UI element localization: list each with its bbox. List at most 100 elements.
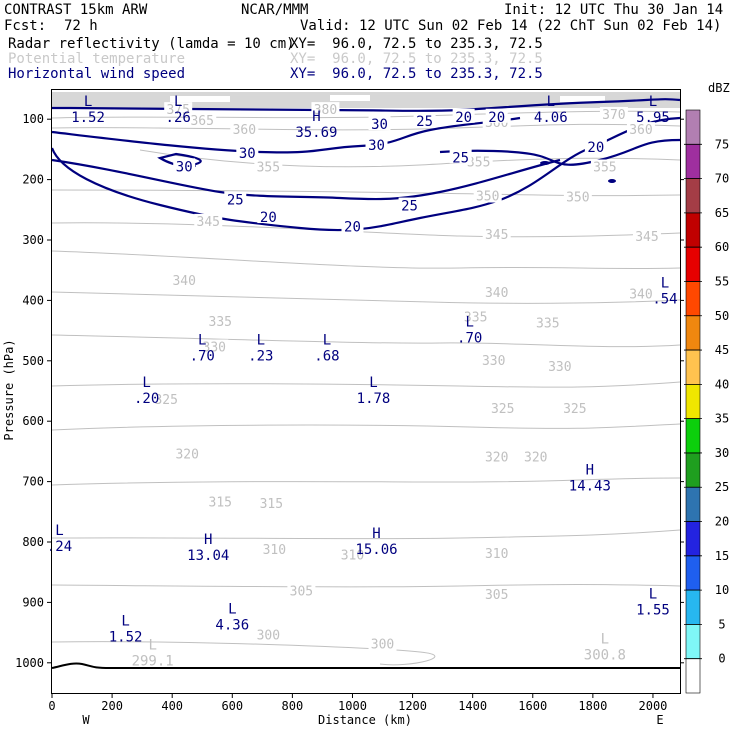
theta-contour-360 bbox=[51, 123, 681, 131]
theta-label-bg bbox=[257, 495, 286, 510]
colorbar-swatch bbox=[685, 143, 701, 179]
field-reflectivity-name: Radar reflectivity (lamda = 10 cm) bbox=[8, 36, 295, 52]
theta-label-bg bbox=[521, 449, 550, 464]
colorbar-swatch bbox=[685, 589, 701, 625]
theta-label-bg bbox=[482, 546, 511, 561]
extremum-marker: L1.78 bbox=[357, 375, 391, 407]
wind-contour-label: 25 bbox=[452, 150, 469, 166]
wind-contour-label: 30 bbox=[371, 117, 388, 133]
extremum-marker: L.68 bbox=[314, 333, 339, 365]
x-tick-label: 1600 bbox=[518, 699, 547, 713]
wind-label-bg bbox=[449, 149, 472, 164]
org-label: NCAR/MMM bbox=[241, 2, 309, 18]
extremum-kind: L bbox=[649, 94, 657, 110]
theta-contour-label: 310 bbox=[263, 543, 286, 558]
theta-label-bg bbox=[170, 273, 199, 288]
colorbar-level-label: 70 bbox=[715, 172, 729, 186]
theta-contour-label: 340 bbox=[485, 286, 508, 301]
extremum-kind: L bbox=[601, 632, 609, 648]
plot-frame bbox=[51, 89, 681, 694]
extremum-marker: L4.36 bbox=[215, 602, 249, 634]
extremum-marker: H14.43 bbox=[569, 463, 611, 495]
wind-contour-label: 30 bbox=[368, 138, 385, 154]
theta-label-bg bbox=[254, 159, 283, 174]
extremum-kind: L bbox=[649, 586, 657, 602]
extremum-value: 1.52 bbox=[109, 630, 143, 646]
extremum-kind: L bbox=[55, 523, 63, 539]
colorbar-swatch bbox=[685, 555, 701, 591]
extrema-markers: L1.52L.26 H35.69L4.06L5.95L.54L.70L.70L.2… bbox=[47, 94, 678, 670]
extremum-marker: L.70 bbox=[457, 315, 482, 347]
x-axis: 0 200 400 600 800 1000 1200 1400 1600 1800 2000 bbox=[48, 693, 667, 713]
wind-label-bg bbox=[452, 108, 475, 123]
extremum-value: 300.8 bbox=[584, 648, 626, 664]
theta-label-bg bbox=[461, 309, 490, 324]
theta-contour-label: 350 bbox=[476, 190, 499, 205]
theta-contour-365 bbox=[51, 110, 681, 119]
x-end-left-label: W bbox=[82, 713, 90, 727]
colorbar-level-label: 0 bbox=[718, 652, 725, 666]
extremum-kind: L bbox=[142, 375, 150, 391]
wind-contour-30 bbox=[51, 116, 521, 154]
wind-contour-20 bbox=[50, 147, 501, 232]
theta-contour-335 bbox=[51, 291, 681, 304]
x-tick-label: 1800 bbox=[578, 699, 607, 713]
theta-contour-label: 355 bbox=[593, 161, 616, 176]
extremum-marker: L.54 bbox=[652, 275, 677, 307]
x-axis-label: Distance (km) bbox=[318, 713, 412, 727]
theta-contour-label: 335 bbox=[536, 316, 559, 331]
x-tick-label: 1400 bbox=[458, 699, 487, 713]
valid-time: Valid: 12 UTC Sun 02 Feb 14 (22 ChT Sun … bbox=[300, 18, 722, 34]
colorbar-level-label: 25 bbox=[715, 480, 729, 494]
extremum-marker: L.24 bbox=[47, 523, 72, 555]
theta-contour-label: 315 bbox=[209, 496, 232, 511]
wind-label-bg bbox=[413, 113, 436, 128]
theta-contour-label: 300 bbox=[257, 629, 280, 644]
theta-label-bg bbox=[482, 449, 511, 464]
wind-contour-label: 20 bbox=[344, 220, 361, 236]
theta-label-bg bbox=[626, 122, 655, 137]
theta-label-bg bbox=[254, 627, 283, 642]
theta-label-bg bbox=[626, 286, 655, 301]
theta-contour-label: 300 bbox=[371, 638, 394, 653]
wind-label-bg bbox=[173, 158, 196, 173]
colorbar-level-label: 35 bbox=[715, 412, 729, 426]
theta-contour-label: 315 bbox=[260, 497, 283, 512]
y-tick-label: 100 bbox=[22, 112, 44, 126]
theta-contour-label: 330 bbox=[203, 341, 226, 356]
extremum-marker: L.70 bbox=[190, 333, 215, 365]
extremum-marker: L.20 bbox=[134, 375, 159, 407]
wind-contour-jet-upper bbox=[51, 98, 681, 112]
extremum-value: 5.95 bbox=[636, 110, 670, 126]
extremum-value: .24 bbox=[47, 539, 72, 555]
colorbar-swatch bbox=[685, 521, 701, 557]
theta-contour-label: 380 bbox=[314, 103, 337, 118]
colorbar-level-label: 50 bbox=[715, 309, 729, 323]
wind-contour-label: 20 bbox=[587, 140, 604, 156]
theta-contour-350 bbox=[51, 189, 681, 197]
extremum-value: .26 bbox=[166, 110, 191, 126]
theta-label-bg bbox=[545, 358, 574, 373]
y-tick-label: 900 bbox=[22, 595, 44, 609]
extremum-marker: L1.52 bbox=[71, 94, 105, 126]
theta-label-bg bbox=[563, 189, 592, 204]
wind-contour-label: 25 bbox=[416, 114, 433, 130]
theta-contour-label: 305 bbox=[290, 585, 313, 600]
colorbar-level-label: 30 bbox=[715, 446, 729, 460]
theta-label-bg bbox=[560, 401, 589, 416]
wind-contour-label: 20 bbox=[455, 110, 472, 126]
field-theta-xy: XY= 96.0, 72.5 to 235.3, 72.5 bbox=[290, 51, 543, 67]
theta-contour-315 bbox=[51, 477, 681, 486]
extremum-value: 4.06 bbox=[534, 110, 568, 126]
x-tick-label: 1000 bbox=[338, 699, 367, 713]
extremum-value: 13.04 bbox=[187, 548, 229, 564]
wind-contour-label: 20 bbox=[488, 110, 505, 126]
theta-contour-310 bbox=[51, 529, 681, 540]
theta-label-bg bbox=[479, 352, 508, 367]
theta-contour-345 bbox=[51, 222, 681, 238]
colorbar-swatch bbox=[685, 452, 701, 488]
wind-contour-label: 30 bbox=[176, 159, 193, 175]
colorbar-swatch bbox=[685, 349, 701, 385]
theta-contour-label: 345 bbox=[635, 230, 658, 245]
